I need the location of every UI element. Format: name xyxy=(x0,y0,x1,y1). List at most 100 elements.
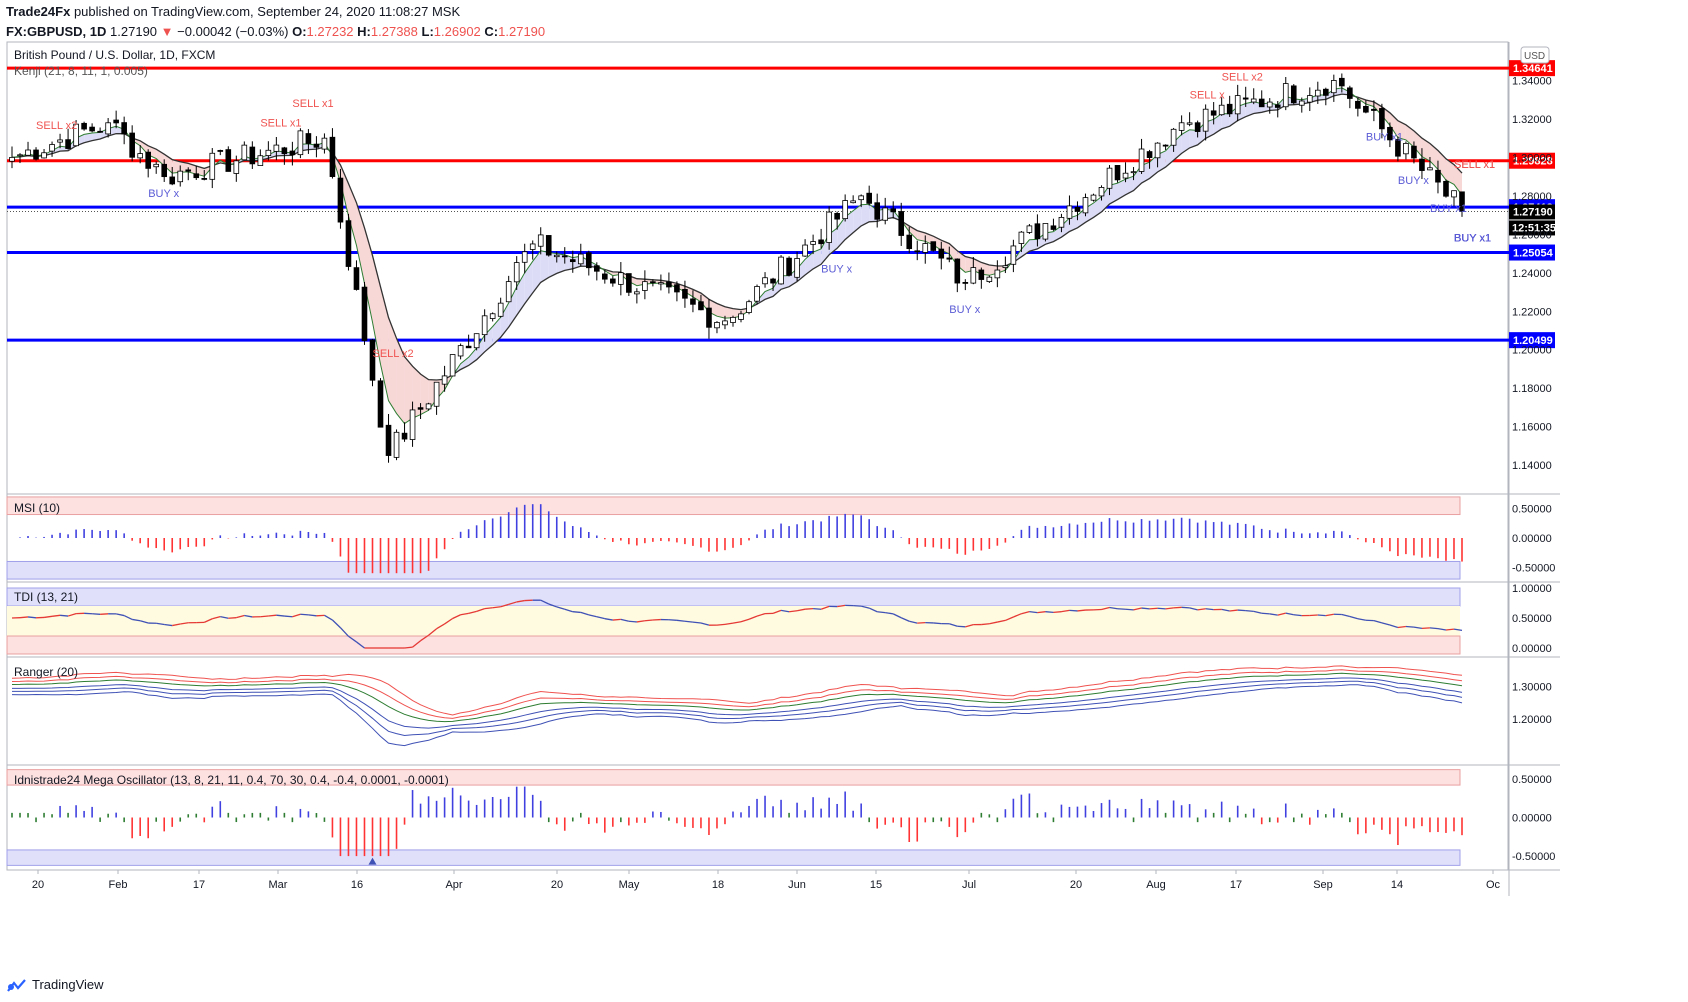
tdi-line-segment xyxy=(67,612,77,617)
candle-body xyxy=(457,345,464,357)
tdi-line-segment xyxy=(772,609,782,614)
tdi-line-segment xyxy=(1133,607,1142,611)
tdi-line-segment xyxy=(164,623,173,627)
candle-body xyxy=(1355,100,1361,109)
candle-body xyxy=(1427,167,1433,171)
candle-body xyxy=(626,273,632,293)
candle-body xyxy=(698,301,704,311)
level-price-label: 1.25054 xyxy=(1509,244,1555,261)
candle-body xyxy=(722,320,728,326)
candle-body xyxy=(561,255,568,258)
footer-brand[interactable]: TradingView xyxy=(32,977,104,992)
candle-body xyxy=(313,143,320,148)
candle-body xyxy=(393,431,400,458)
tdi-line-segment xyxy=(508,601,517,606)
candle-body xyxy=(834,212,840,220)
tdi-line-segment xyxy=(861,605,870,609)
candle-body xyxy=(9,157,15,162)
publisher-name[interactable]: Trade24Fx xyxy=(6,4,71,19)
tdi-line-segment xyxy=(692,621,702,624)
kenji-band-segment xyxy=(140,140,149,155)
tdi-line-segment xyxy=(228,617,237,619)
candle-body xyxy=(658,282,664,285)
candle-body xyxy=(1090,194,1097,201)
osc-axis-tick: 0.00000 xyxy=(1512,813,1552,825)
tdi-line-segment xyxy=(1413,626,1423,629)
tdi-line-segment xyxy=(1029,610,1038,614)
price-axis-tick: 1.26000 xyxy=(1512,229,1552,241)
tdi-title: TDI (13, 21) xyxy=(14,590,78,604)
candle-body xyxy=(1282,83,1289,108)
candle-body xyxy=(642,281,648,291)
tdi-line-segment xyxy=(516,599,525,603)
tdi-line-segment xyxy=(885,611,894,615)
candle-body xyxy=(1162,144,1169,147)
candle-body xyxy=(241,144,248,161)
candle-body xyxy=(810,241,816,245)
tdi-line-segment xyxy=(1397,625,1407,629)
candle-body xyxy=(786,257,792,276)
price-axis-tick: 1.22000 xyxy=(1512,306,1552,318)
level-label-text: 1.34641 xyxy=(1513,63,1553,75)
candle-body xyxy=(1066,205,1073,219)
time-axis-label: 20 xyxy=(1070,879,1082,891)
close-value: 1.27190 xyxy=(498,24,546,39)
tdi-line-segment xyxy=(116,613,125,617)
ranger-line xyxy=(11,669,1463,719)
candle-body xyxy=(1106,167,1113,189)
tdi-line-segment xyxy=(997,619,1006,623)
ranger-line xyxy=(11,672,1463,723)
tdi-line-segment xyxy=(444,617,453,625)
candle-body xyxy=(690,298,696,305)
signal-label: BUY x1 xyxy=(1366,131,1403,143)
candle-body xyxy=(978,269,985,280)
signal-label: SELL x xyxy=(1190,90,1226,102)
level-label-text: 1.20499 xyxy=(1513,335,1553,347)
currency-badge-box xyxy=(1520,46,1550,64)
candle-body xyxy=(738,313,744,320)
signal-label: SELL x1 xyxy=(292,98,333,110)
tdi-line-segment xyxy=(1157,607,1166,610)
chart-canvas[interactable]: 1.346411.298281.274131.250541.204991.271… xyxy=(0,0,1688,975)
candle-body xyxy=(1347,87,1353,99)
candle-body xyxy=(1451,190,1457,198)
candle-body xyxy=(65,139,71,149)
candle-body xyxy=(1314,89,1321,97)
candle-body xyxy=(1002,265,1009,268)
candle-body xyxy=(49,144,55,152)
candle-body xyxy=(537,234,544,247)
candle-body xyxy=(81,122,87,130)
footer: TradingView xyxy=(6,977,104,992)
tdi-line-segment xyxy=(813,607,822,610)
tdi-line-segment xyxy=(339,627,349,637)
candle-body xyxy=(305,133,312,144)
candle-body xyxy=(281,147,288,155)
candle-body xyxy=(329,136,336,177)
tdi-line-segment xyxy=(268,614,277,617)
main-title: British Pound / U.S. Dollar, 1D, FXCM xyxy=(14,48,215,62)
candle-body xyxy=(1258,98,1265,108)
tdi-line-segment xyxy=(1293,614,1302,617)
tdi-line-segment xyxy=(900,617,910,622)
tdi-line-segment xyxy=(1421,627,1430,629)
candle-body xyxy=(994,269,1001,279)
candle-body xyxy=(569,259,576,263)
candle-body xyxy=(1226,103,1233,115)
candle-body xyxy=(866,192,872,204)
kenji-band-segment xyxy=(1125,176,1134,195)
candle-body xyxy=(1018,231,1025,244)
tdi-line-segment xyxy=(1021,611,1030,615)
tdi-line-segment xyxy=(965,624,974,628)
candle-body xyxy=(25,149,31,156)
candle-body xyxy=(930,241,937,251)
candle-body xyxy=(377,380,384,428)
tdi-line-segment xyxy=(1037,611,1046,614)
tdi-line-segment xyxy=(620,618,630,622)
tdi-line-segment xyxy=(180,622,189,625)
tdi-line-segment xyxy=(1437,627,1447,631)
tdi-line-segment xyxy=(933,622,942,625)
kenji-band-segment xyxy=(52,146,61,154)
candle-body xyxy=(1186,122,1193,125)
candle-body xyxy=(1122,172,1129,179)
price-axis-tick: 1.24000 xyxy=(1512,268,1552,280)
